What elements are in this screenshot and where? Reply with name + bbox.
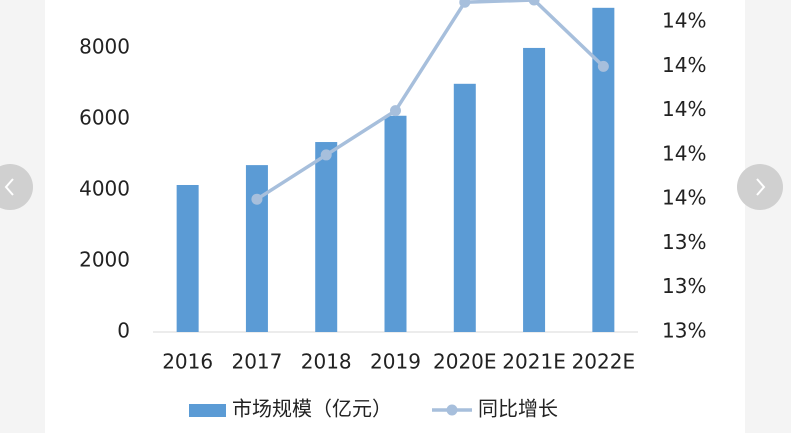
y-tick-label: 4000 [79, 176, 130, 200]
bar [453, 83, 476, 333]
y2-tick-label: 13% [662, 230, 706, 254]
prev-button[interactable] [0, 164, 33, 210]
y2-tick-label: 14% [662, 9, 706, 33]
line [255, 0, 605, 201]
bar [245, 165, 268, 332]
y-tick-label: 0 [117, 319, 130, 343]
y2-tick-label: 14% [662, 97, 706, 121]
y2-tick-label: 14% [662, 141, 706, 165]
line-marker [597, 60, 609, 72]
x-tick-label: 2022E [572, 350, 636, 374]
x-tick-label: 2017 [231, 350, 282, 374]
bar [523, 47, 546, 333]
line-marker [459, 0, 471, 8]
bar [176, 184, 199, 332]
y2-tick-label: 13% [662, 319, 706, 343]
y-tick-label: 8000 [79, 34, 130, 58]
legend-swatch [189, 404, 226, 417]
x-tick-label: 2020E [433, 350, 497, 374]
legend-label: 同比增长 [478, 397, 558, 421]
next-button[interactable] [737, 164, 783, 210]
line-marker [528, 0, 540, 6]
y-tick-label: 6000 [79, 105, 130, 129]
line-marker [251, 193, 263, 205]
x-tick-label: 2021E [502, 350, 566, 374]
bar [384, 115, 407, 332]
y-tick-label: 2000 [79, 247, 130, 271]
y2-tick-label: 14% [662, 53, 706, 77]
line-marker [320, 149, 332, 161]
y2-tick-label: 14% [662, 186, 706, 210]
x-tick-label: 2018 [301, 350, 352, 374]
x-tick-label: 2016 [162, 350, 213, 374]
x-tick-label: 2019 [370, 350, 421, 374]
bar [315, 142, 338, 332]
bar [592, 7, 615, 332]
legend-label: 市场规模（亿元） [232, 397, 392, 421]
line-marker [390, 105, 401, 117]
legend-swatch [446, 404, 458, 416]
y2-tick-label: 13% [662, 274, 706, 298]
